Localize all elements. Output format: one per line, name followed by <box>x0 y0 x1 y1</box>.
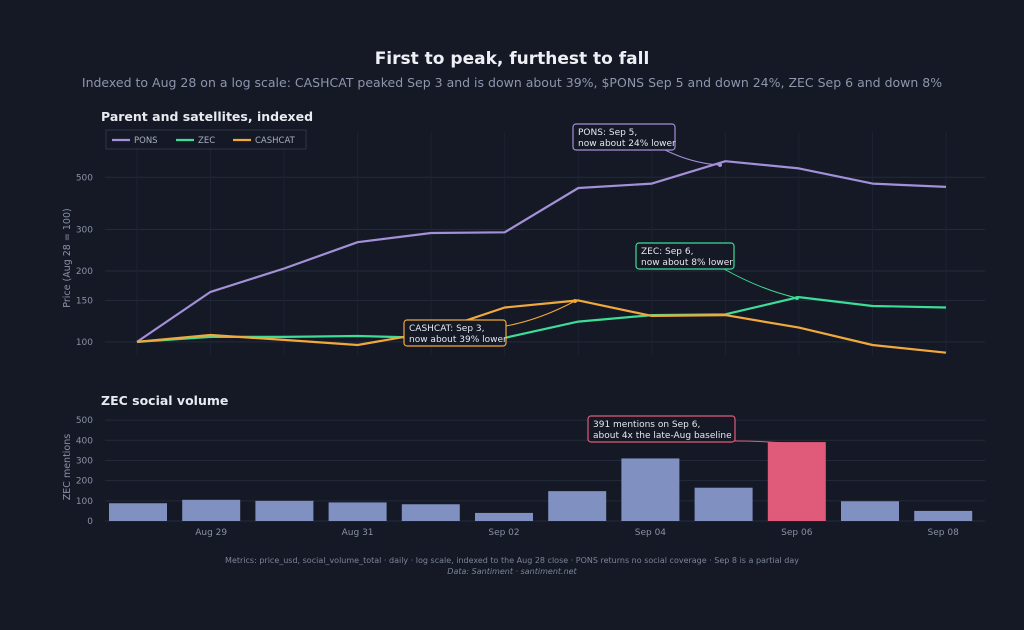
bar-aug-30 <box>255 500 314 521</box>
volume-x-ticks: Aug 29 Aug 31 Sep 02 Sep 04 Sep 06 Sep 08 <box>195 528 959 538</box>
annotation-connector <box>734 440 798 445</box>
volume-y-tick-300: 300 <box>76 456 93 466</box>
volume-gridlines <box>105 419 985 522</box>
annotation-text: ZEC: Sep 6, <box>641 247 693 257</box>
annotation-text: now about 8% lower <box>641 258 733 268</box>
annotation-text: about 4x the late-Aug baseline <box>593 431 732 441</box>
annotation-connector <box>505 300 576 327</box>
x-tick-sep-06: Sep 06 <box>781 528 813 538</box>
price-y-tick-200: 200 <box>76 267 93 277</box>
annotation-arrowhead <box>718 163 722 167</box>
annotation-zec: ZEC: Sep 6,now about 8% lower <box>635 242 799 300</box>
bar-aug-28 <box>109 503 167 521</box>
legend-label-pons: PONS <box>134 136 158 146</box>
bar-sep-08 <box>914 510 973 521</box>
volume-annotation: 391 mentions on Sep 6,about 4x the late-… <box>587 415 798 445</box>
annotation-box <box>587 415 736 443</box>
x-tick-aug-29: Aug 29 <box>195 528 227 538</box>
bar-sep-06 <box>767 442 826 521</box>
x-tick-sep-02: Sep 02 <box>488 528 519 538</box>
price-y-ticks: 100 150 200 300 500 <box>76 173 93 348</box>
annotation-arrowhead <box>573 299 577 303</box>
volume-y-tick-200: 200 <box>76 477 93 487</box>
volume-y-tick-500: 500 <box>76 416 93 426</box>
chart-subtitle: Indexed to Aug 28 on a log scale: CASHCA… <box>82 75 942 90</box>
volume-bars <box>109 442 973 521</box>
volume-y-tick-400: 400 <box>76 436 93 446</box>
volume-y-tick-100: 100 <box>76 497 93 507</box>
bar-aug-31 <box>328 502 387 521</box>
chart-title: First to peak, furthest to fall <box>375 49 650 69</box>
volume-y-ticks: 0 100 200 300 400 500 <box>76 416 93 527</box>
x-tick-sep-08: Sep 08 <box>928 528 960 538</box>
legend: PONS ZEC CASHCAT <box>105 129 307 150</box>
annotation-text: now about 24% lower <box>578 139 676 149</box>
bar-sep-03 <box>548 491 607 521</box>
annotation-pons: PONS: Sep 5,now about 24% lower <box>572 123 722 167</box>
footer-metrics: Metrics: price_usd, social_volume_total … <box>225 556 799 565</box>
footer-source: Data: Santiment · santiment.net <box>447 567 577 576</box>
bar-sep-05 <box>694 487 753 521</box>
volume-y-axis-label: ZEC mentions <box>62 434 73 500</box>
annotation-text: 391 mentions on Sep 6, <box>593 420 700 430</box>
price-annotations: PONS: Sep 5,now about 24% lower ZEC: Sep … <box>403 123 799 347</box>
bar-sep-02 <box>475 512 533 521</box>
annotation-cashcat: CASHCAT: Sep 3,now about 39% lower <box>403 299 577 347</box>
volume-panel-title: ZEC social volume <box>101 393 228 408</box>
bar-sep-07 <box>841 501 899 521</box>
annotation-arrowhead <box>795 296 799 300</box>
legend-label-cashcat: CASHCAT <box>255 136 296 146</box>
bar-aug-29 <box>182 499 241 521</box>
annotation-box <box>403 319 507 347</box>
price-y-tick-150: 150 <box>76 296 93 306</box>
annotation-box <box>572 123 676 151</box>
annotation-text: now about 39% lower <box>409 335 507 345</box>
price-panel-title: Parent and satellites, indexed <box>101 109 313 124</box>
x-tick-aug-31: Aug 31 <box>342 528 374 538</box>
line-pons <box>136 160 947 343</box>
x-tick-sep-04: Sep 04 <box>635 528 667 538</box>
price-y-axis-label: Price (Aug 28 = 100) <box>62 208 73 307</box>
price-series <box>136 160 947 354</box>
annotation-connector <box>664 149 721 166</box>
price-y-tick-500: 500 <box>76 173 93 183</box>
legend-frame <box>105 129 307 150</box>
legend-label-zec: ZEC <box>198 136 215 146</box>
price-gridlines <box>105 132 985 355</box>
annotation-box <box>635 242 735 270</box>
annotation-social-volume: 391 mentions on Sep 6,about 4x the late-… <box>587 415 798 445</box>
price-y-tick-300: 300 <box>76 226 93 236</box>
bar-sep-04 <box>621 458 680 521</box>
line-cashcat <box>136 299 947 354</box>
volume-y-tick-0: 0 <box>87 517 93 527</box>
annotation-text: PONS: Sep 5, <box>578 128 637 138</box>
line-zec <box>136 296 947 343</box>
annotation-connector <box>723 268 798 299</box>
bar-sep-01 <box>401 504 460 521</box>
price-y-tick-100: 100 <box>76 338 93 348</box>
annotation-text: CASHCAT: Sep 3, <box>409 324 484 334</box>
